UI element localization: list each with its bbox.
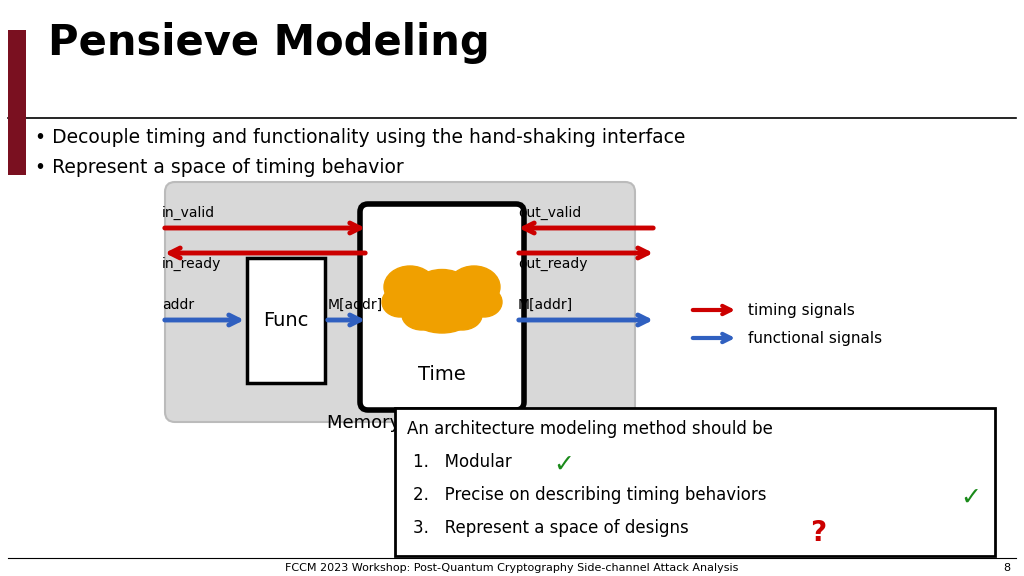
Text: in_ready: in_ready: [162, 257, 221, 271]
Text: 2.   Precise on describing timing behaviors: 2. Precise on describing timing behavior…: [413, 486, 767, 504]
Text: ✓: ✓: [553, 453, 574, 477]
FancyBboxPatch shape: [360, 204, 524, 410]
Ellipse shape: [402, 300, 442, 330]
Ellipse shape: [415, 305, 469, 333]
Text: 8: 8: [1002, 563, 1010, 573]
Text: FCCM 2023 Workshop: Post-Quantum Cryptography Side-channel Attack Analysis: FCCM 2023 Workshop: Post-Quantum Cryptog…: [286, 563, 738, 573]
Text: M[addr]: M[addr]: [328, 298, 383, 312]
Text: 3.   Represent a space of designs: 3. Represent a space of designs: [413, 519, 689, 537]
Text: timing signals: timing signals: [748, 302, 855, 317]
Text: ?: ?: [810, 519, 826, 547]
Text: Memory System: Memory System: [327, 414, 473, 432]
Text: out_ready: out_ready: [518, 257, 588, 271]
Ellipse shape: [466, 287, 502, 317]
Text: Func: Func: [263, 311, 308, 330]
Ellipse shape: [382, 287, 418, 317]
Bar: [8, 30, 26, 175]
Text: addr: addr: [162, 298, 195, 312]
Text: ✓: ✓: [961, 486, 981, 510]
Ellipse shape: [449, 266, 500, 308]
Text: An architecture modeling method should be: An architecture modeling method should b…: [407, 420, 773, 438]
Text: • Decouple timing and functionality using the hand-shaking interface: • Decouple timing and functionality usin…: [35, 128, 685, 147]
Text: in_valid: in_valid: [162, 206, 215, 220]
Text: 1.   Modular: 1. Modular: [413, 453, 512, 471]
Ellipse shape: [442, 300, 482, 330]
Bar: [395, 408, 995, 556]
Text: • Represent a space of timing behavior: • Represent a space of timing behavior: [35, 158, 403, 177]
Text: Time: Time: [418, 365, 466, 384]
Text: M[addr]: M[addr]: [518, 298, 573, 312]
Ellipse shape: [408, 270, 476, 324]
Text: Pensieve Modeling: Pensieve Modeling: [48, 22, 489, 64]
Text: functional signals: functional signals: [748, 331, 882, 346]
Ellipse shape: [384, 266, 436, 308]
Bar: [247, 258, 325, 383]
Text: out_valid: out_valid: [518, 206, 582, 220]
FancyBboxPatch shape: [165, 182, 635, 422]
